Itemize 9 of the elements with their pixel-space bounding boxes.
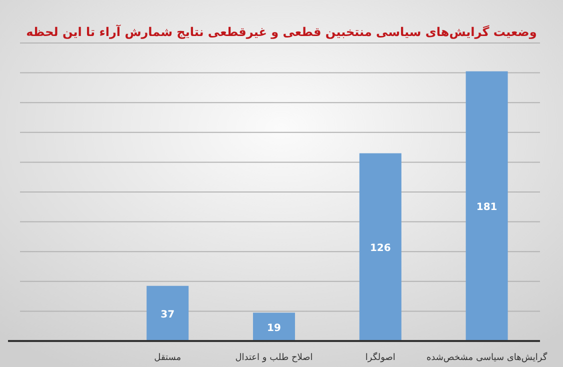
data-label: 37 xyxy=(160,309,175,320)
data-label: 181 xyxy=(476,202,498,214)
chart-title: وضعیت گرایش‌های سیاسی منتخبین قطعی و غیرقطعی نتایج شمارش آراء تا این لحظه xyxy=(26,24,537,39)
x-tick-label: اصلاح طلب و اعتدال xyxy=(235,353,313,363)
x-tick-label: گرایش‌های سیاسی مشخص‌شده xyxy=(426,351,548,363)
x-tick-label: اصولگرا xyxy=(365,351,396,363)
data-label: 126 xyxy=(370,243,391,254)
x-tick-label: مستقل xyxy=(154,353,182,363)
data-label: 19 xyxy=(267,322,281,334)
